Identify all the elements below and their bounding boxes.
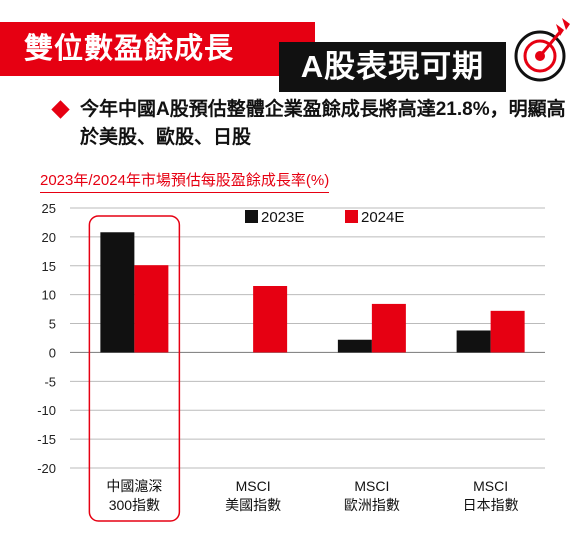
legend-label-2023E: 2023E xyxy=(261,209,304,226)
x-category-label: 美國指數 xyxy=(225,497,281,513)
banner-red: 雙位數盈餘成長 xyxy=(0,22,315,76)
y-tick-label: -10 xyxy=(37,403,56,418)
y-tick-label: 10 xyxy=(42,288,56,303)
y-tick-label: 5 xyxy=(49,317,56,332)
bullet-diamond-icon xyxy=(51,100,70,119)
bar-2024E-2 xyxy=(371,303,406,353)
y-tick-label: 20 xyxy=(42,230,56,245)
legend-label-2024E: 2024E xyxy=(361,209,404,226)
target-arrow-icon xyxy=(514,18,570,82)
bar-chart: 25 20 15 10 5 0 -5 -10 -15 -20 中國滬深 300指數 MSCI 美國指數 MS… xyxy=(37,201,545,522)
banner-black: A股表現可期 xyxy=(279,42,506,92)
y-tick-label: -15 xyxy=(37,432,56,447)
x-category-label: 日本指數 xyxy=(463,497,519,513)
y-tick-label: 15 xyxy=(42,259,56,274)
y-tick-label: -20 xyxy=(37,461,56,476)
y-tick-label: 0 xyxy=(49,345,56,360)
legend-swatch-2023E xyxy=(245,210,258,223)
bar-2023E-2 xyxy=(337,339,372,353)
x-category-label: MSCI xyxy=(236,478,271,494)
bar-2023E-0 xyxy=(100,232,135,353)
bar-2024E-0 xyxy=(134,265,169,353)
bar-2023E-3 xyxy=(456,330,491,353)
bar-2024E-1 xyxy=(253,286,288,353)
x-category-label: 歐洲指數 xyxy=(344,497,400,513)
highlight-box xyxy=(88,215,181,522)
legend-swatch-2024E xyxy=(345,210,358,223)
bar-2024E-3 xyxy=(490,310,525,353)
y-tick-label: 25 xyxy=(42,201,56,216)
chart-title: 2023年/2024年市場預估每股盈餘成長率(%) xyxy=(40,171,330,193)
x-category-label: MSCI xyxy=(473,478,508,494)
headline: 今年中國A股預估整體企業盈餘成長將高達21.8%，明顯高於美股、歐股、日股 xyxy=(80,99,566,148)
y-tick-label: -5 xyxy=(44,374,56,389)
x-category-label: MSCI xyxy=(354,478,389,494)
x-category-label: 300指數 xyxy=(109,497,160,513)
x-category-label: 中國滬深 xyxy=(106,478,162,494)
